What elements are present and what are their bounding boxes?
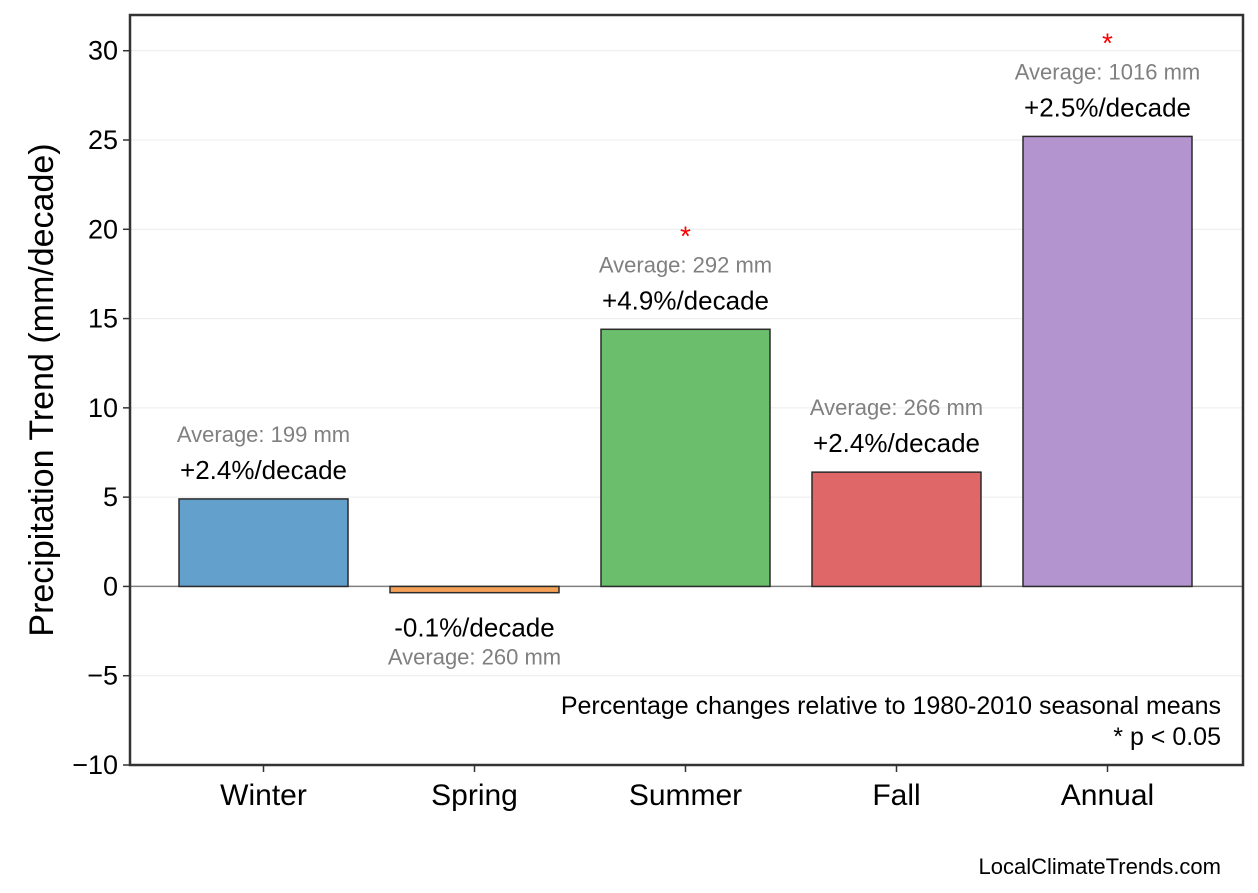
y-tick-label: 25	[88, 125, 118, 155]
percent-label: +4.9%/decade	[602, 285, 769, 315]
y-tick-label: −5	[87, 661, 118, 691]
plot-frame	[128, 13, 1245, 767]
significance-marker: *	[680, 220, 691, 251]
percent-label: +2.5%/decade	[1024, 92, 1191, 122]
significance-marker: *	[1102, 27, 1113, 58]
bar-fall	[811, 471, 982, 588]
y-tick-label: −10	[72, 750, 118, 780]
y-axis-ticks: −10 −5 0 5 10 15 20 25 30	[72, 36, 130, 780]
x-tick-label: Winter	[220, 779, 307, 812]
average-label: Average: 1016 mm	[1015, 59, 1200, 84]
x-tick-label: Fall	[872, 779, 920, 812]
x-axis-ticks: Winter Spring Summer Fall Annual	[220, 765, 1154, 812]
average-label: Average: 199 mm	[177, 422, 350, 447]
bar-annual	[1022, 135, 1193, 588]
x-tick-label: Annual	[1061, 779, 1154, 812]
y-tick-label: 5	[103, 482, 118, 512]
y-tick-label: 20	[88, 214, 118, 244]
y-tick-label: 0	[103, 571, 118, 601]
y-tick-label: 10	[88, 393, 118, 423]
annotation-percentage-note: Percentage changes relative to 1980-2010…	[561, 692, 1221, 720]
percent-label: +2.4%/decade	[180, 455, 347, 485]
source-credit: LocalClimateTrends.com	[979, 854, 1222, 879]
average-label: Average: 266 mm	[810, 395, 983, 420]
x-tick-label: Summer	[629, 779, 742, 812]
percent-label: +2.4%/decade	[813, 428, 980, 458]
bars	[178, 135, 1193, 594]
annotation-significance-note: * p < 0.05	[1113, 723, 1221, 751]
bar-winter	[178, 498, 349, 588]
bar-spring	[389, 585, 560, 594]
bar-summer	[600, 328, 771, 588]
y-axis-label: Precipitation Trend (mm/decade)	[23, 143, 61, 636]
percent-label: -0.1%/decade	[394, 613, 554, 643]
y-tick-label: 15	[88, 304, 118, 334]
average-label: Average: 292 mm	[599, 252, 772, 277]
x-tick-label: Spring	[431, 779, 518, 812]
y-tick-label: 30	[88, 36, 118, 66]
average-label: Average: 260 mm	[388, 645, 561, 670]
